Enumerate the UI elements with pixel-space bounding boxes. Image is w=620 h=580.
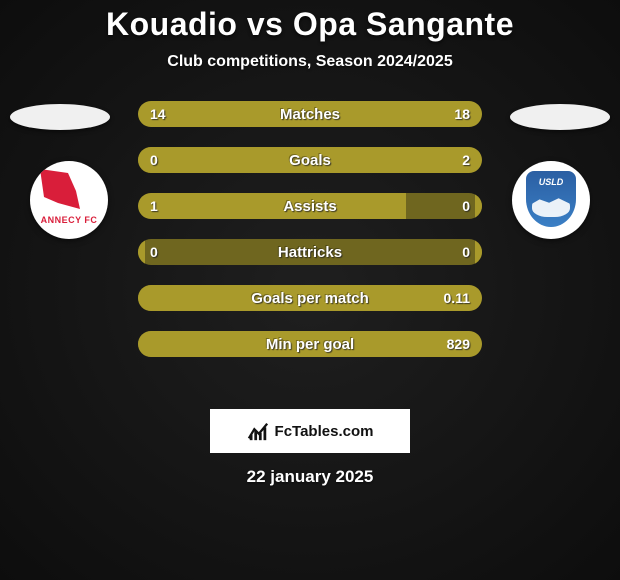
stat-row: Matches1418	[138, 101, 482, 127]
stat-bar-track: Matches1418	[138, 101, 482, 127]
stat-bar-track: Goals per match0.11	[138, 285, 482, 311]
stat-bar-right-fill	[145, 285, 482, 311]
date-label: 22 january 2025	[0, 467, 620, 487]
stat-bar-track: Min per goal829	[138, 331, 482, 357]
comparison-stage: ANNECY FC USLD Matches1418 Goals02 Assists…	[0, 99, 620, 389]
stat-bar-left-fill	[138, 331, 145, 357]
brand-icon	[247, 420, 269, 442]
stat-row: Goals per match0.11	[138, 285, 482, 311]
stat-label: Hattricks	[138, 239, 482, 265]
brand-text: FcTables.com	[275, 423, 374, 440]
stat-bar-left-fill	[138, 101, 289, 127]
club-badge-left-text: ANNECY FC	[30, 215, 108, 225]
page-subtitle: Club competitions, Season 2024/2025	[0, 53, 620, 71]
club-badge-right-wave	[532, 195, 570, 217]
stat-bar-right-fill	[475, 239, 482, 265]
club-badge-left: ANNECY FC	[30, 161, 108, 239]
stat-bar-right-fill	[145, 147, 482, 173]
page-title: Kouadio vs Opa Sangante	[0, 6, 620, 43]
stat-bar-left-fill	[138, 147, 145, 173]
stat-row: Hattricks0 0	[138, 239, 482, 265]
stat-bar-left-fill	[138, 239, 145, 265]
club-badge-right: USLD	[512, 161, 590, 239]
stat-row: Goals02	[138, 147, 482, 173]
club-badge-right-text: USLD	[512, 177, 590, 187]
stat-bar-left-fill	[138, 193, 406, 219]
player-right-silhouette	[510, 104, 610, 130]
stat-bar-right-fill	[145, 331, 482, 357]
stat-bar-right-fill	[289, 101, 482, 127]
stat-row: Min per goal829	[138, 331, 482, 357]
stat-bar-track: Assists10	[138, 193, 482, 219]
stat-value-right: 0	[462, 193, 470, 219]
stat-value-right: 0	[462, 239, 470, 265]
stat-bar-right-fill	[475, 193, 482, 219]
content: Kouadio vs Opa Sangante Club competition…	[0, 0, 620, 487]
stat-bars: Matches1418Goals02Assists10Hattricks00Go…	[138, 101, 482, 357]
brand-box: FcTables.com	[210, 409, 410, 453]
stat-bar-left-fill	[138, 285, 145, 311]
player-left-silhouette	[10, 104, 110, 130]
stat-value-left: 0	[150, 239, 158, 265]
stat-bar-track: Goals02	[138, 147, 482, 173]
stat-bar-track: Hattricks0 0	[138, 239, 482, 265]
stat-row: Assists10	[138, 193, 482, 219]
